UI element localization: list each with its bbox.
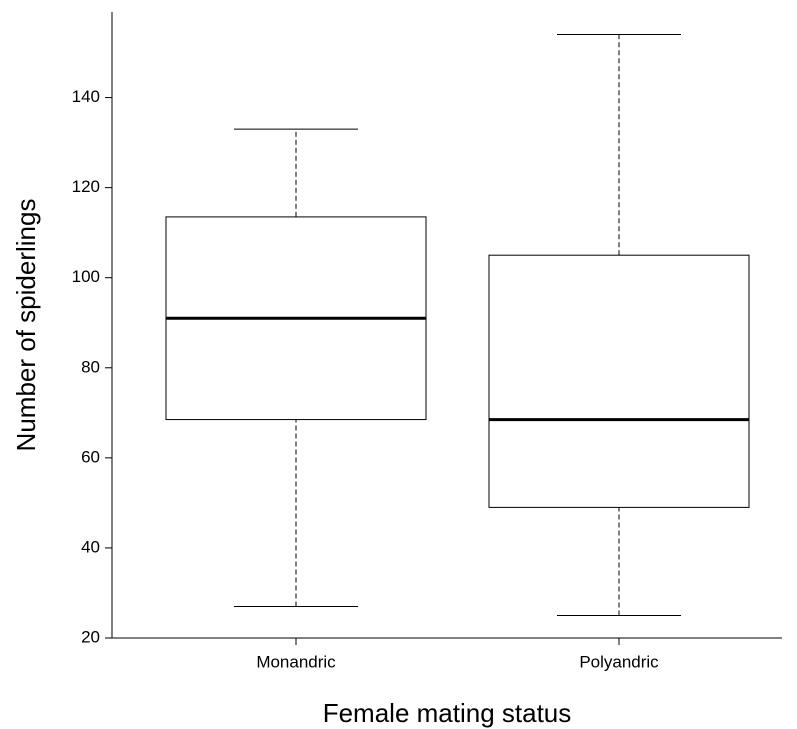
y-tick-label: 20 [81,627,100,646]
y-tick-label: 100 [72,267,100,286]
y-axis-label: Number of spiderlings [11,199,41,452]
box [488,254,750,508]
y-tick-label: 40 [81,537,100,556]
x-tick-label: Polyandric [579,652,659,671]
y-tick-label: 140 [72,87,100,106]
x-tick-label: Monandric [256,652,336,671]
y-tick-label: 120 [72,177,100,196]
y-tick-label: 60 [81,447,100,466]
y-tick-label: 80 [81,357,100,376]
x-axis-label: Female mating status [323,698,572,728]
